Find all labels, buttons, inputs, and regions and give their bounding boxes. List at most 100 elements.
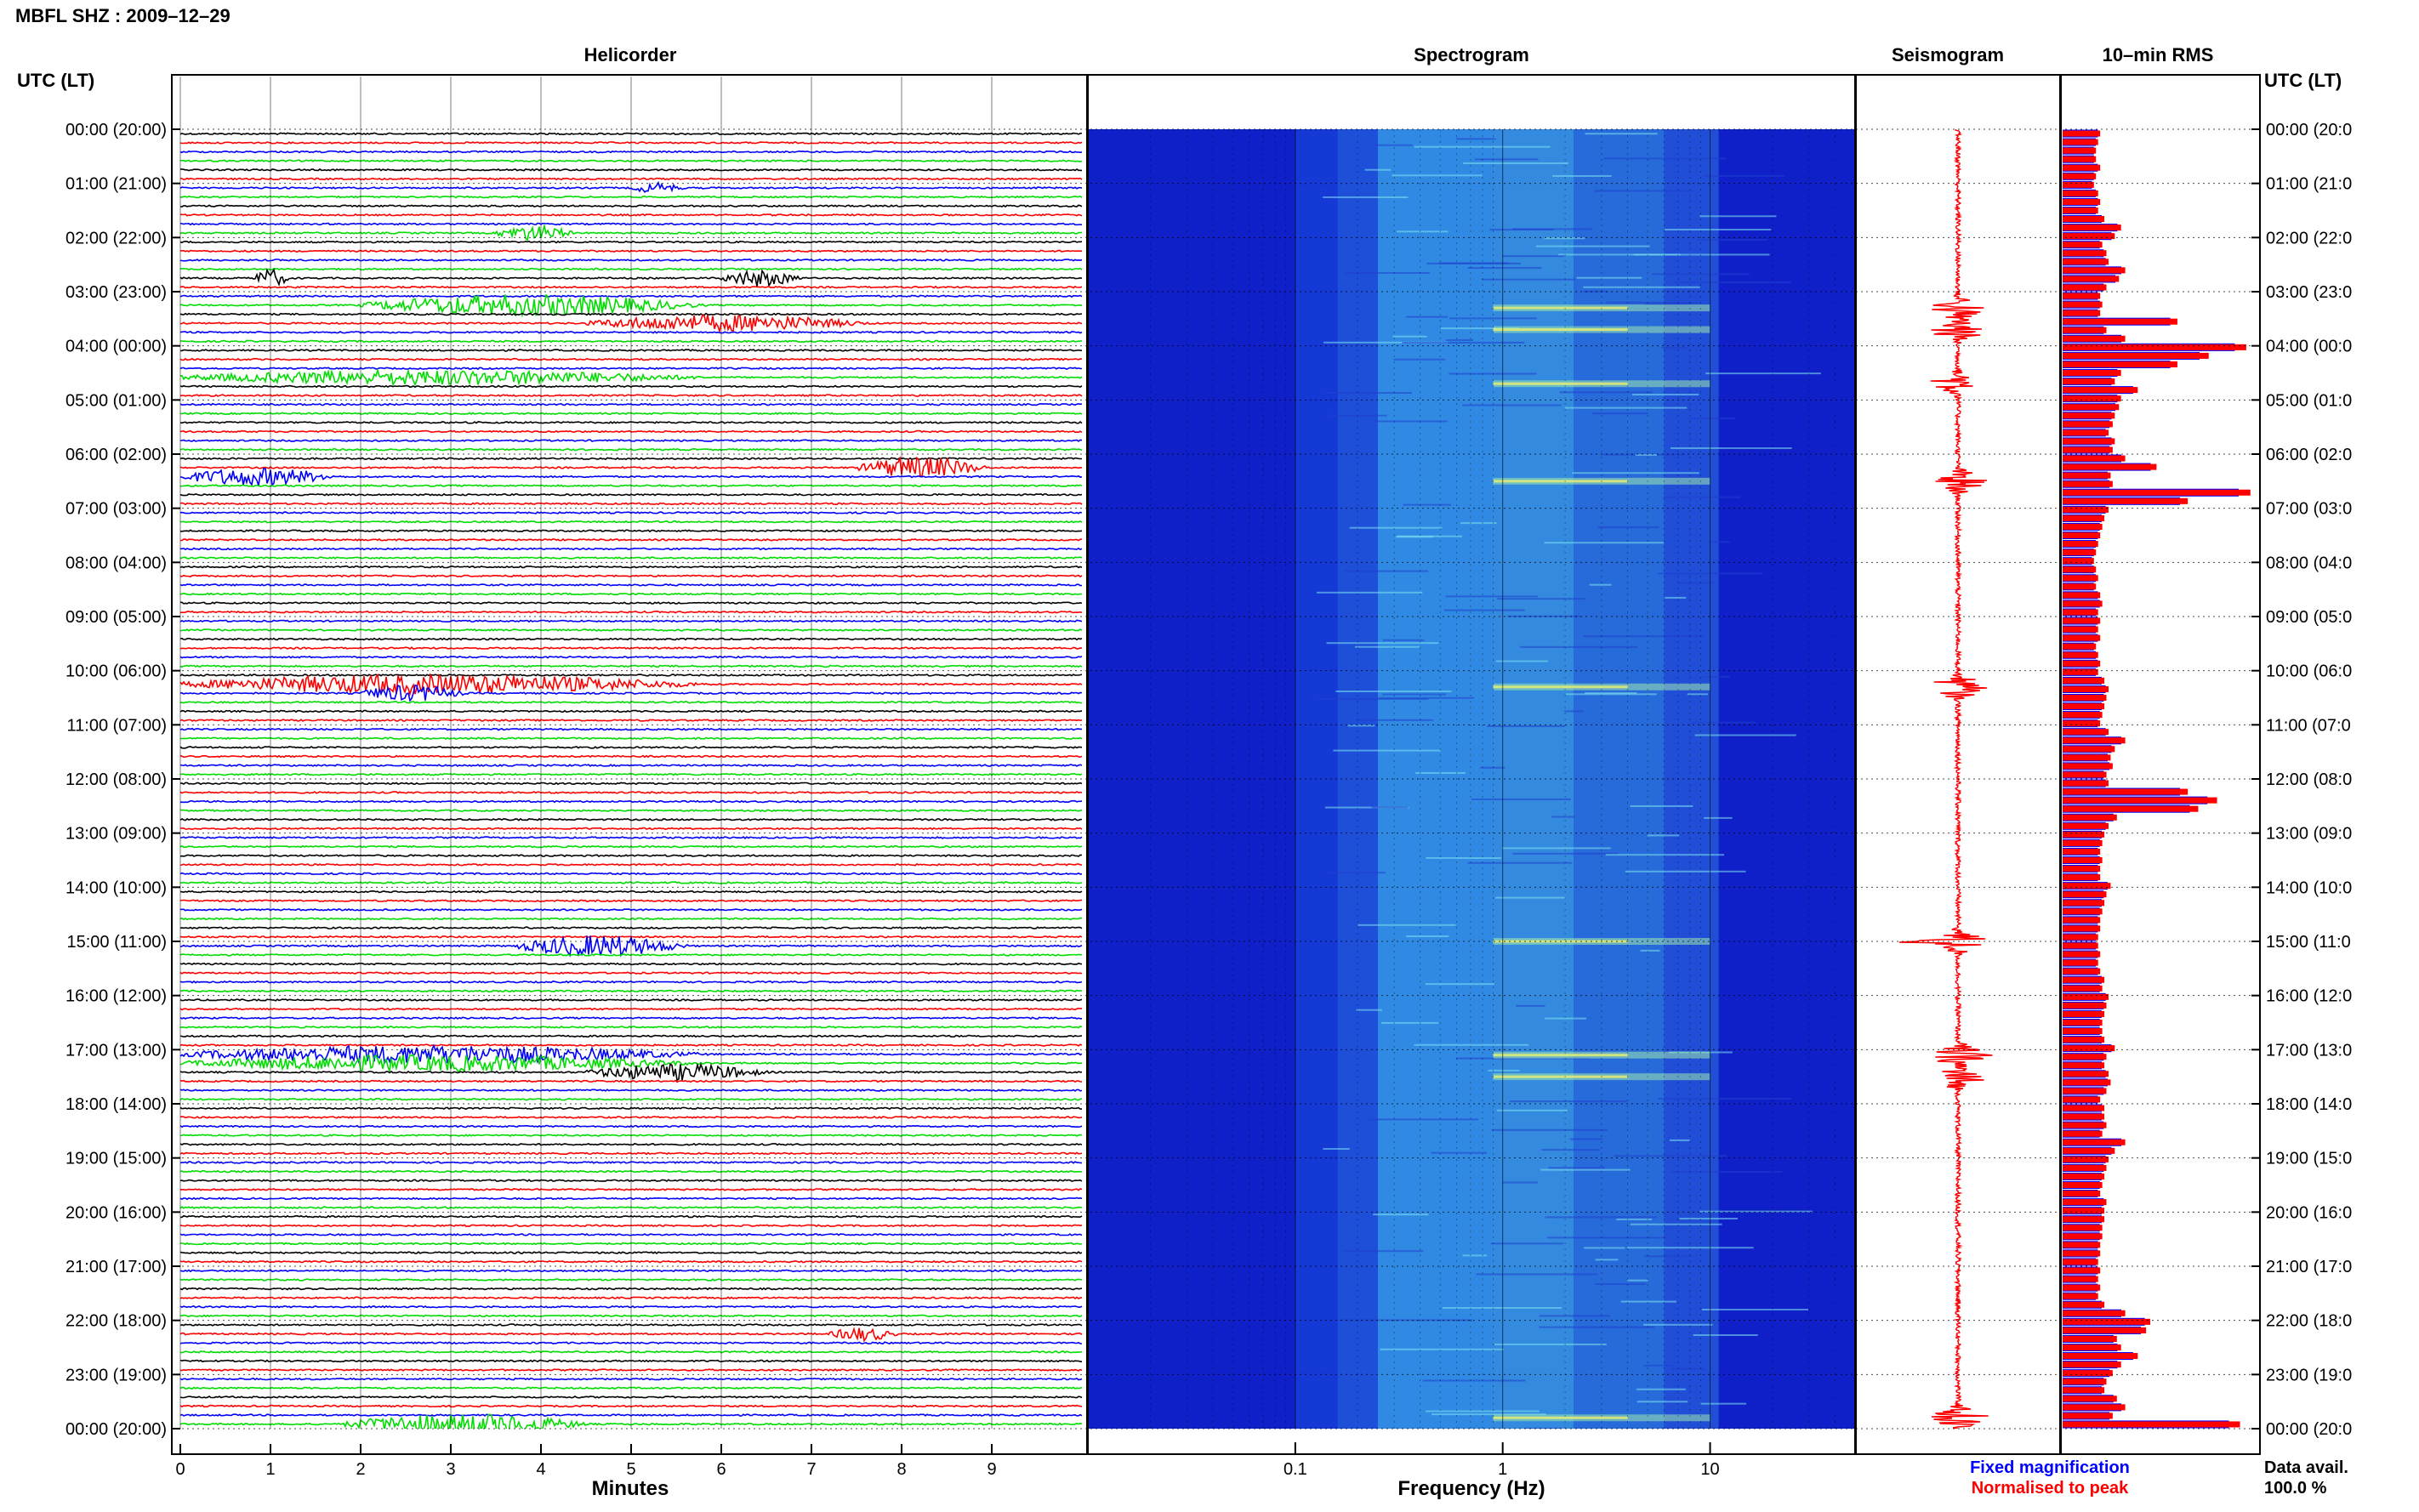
rms-bar-normalised	[2063, 1242, 2101, 1248]
rms-bar-normalised	[2063, 327, 2107, 333]
time-tick-label: 00:00 (20:00)	[65, 1420, 167, 1439]
rms-bar-normalised	[2063, 531, 2101, 539]
minute-tick-label: 7	[806, 1460, 816, 1479]
rms-bar-normalised	[2063, 839, 2103, 846]
rms-bar-normalised	[2063, 1147, 2115, 1154]
time-tick-label: 03:00 (23:00)	[65, 283, 167, 302]
minutes-axis-label: Minutes	[592, 1477, 669, 1500]
rms-bar-normalised	[2063, 609, 2098, 616]
time-tick-label: 14:00 (10:00)	[65, 878, 167, 897]
rms-bar-normalised	[2063, 1181, 2103, 1189]
rms-bar-normalised	[2063, 455, 2126, 462]
data-avail-label: Data avail.	[2264, 1458, 2348, 1477]
rms-bar-normalised	[2063, 634, 2101, 641]
rms-bar-normalised	[2063, 1054, 2107, 1060]
rms-bar-normalised	[2063, 934, 2098, 941]
rms-bar-normalised	[2063, 1071, 2109, 1077]
time-tick-label-right: 15:00 (11:0	[2266, 933, 2351, 952]
time-tick-label-right: 23:00 (19:0	[2266, 1366, 2352, 1384]
time-gridlines	[172, 77, 2260, 1430]
rms-bar-normalised	[2063, 164, 2101, 171]
rms-bar-normalised	[2063, 976, 2105, 983]
rms-bar-normalised	[2063, 318, 2177, 325]
time-tick-label: 18:00 (14:00)	[65, 1095, 167, 1114]
rms-bar-normalised	[2063, 1216, 2105, 1223]
rms-bar-normalised	[2063, 344, 2246, 350]
rms-bar-normalised	[2063, 463, 2157, 470]
time-tick-label-right: 00:00 (20:0	[2266, 1420, 2352, 1439]
time-tick-label-right: 16:00 (12:0	[2266, 987, 2352, 1006]
rms-bar-normalised	[2063, 874, 2101, 881]
rms-bar-normalised	[2063, 685, 2109, 692]
rms-bar-normalised	[2063, 1199, 2107, 1206]
rms-bar-normalised	[2063, 250, 2107, 257]
time-tick-label: 05:00 (01:00)	[65, 391, 167, 410]
seismogram-title: Seismogram	[1892, 44, 2004, 65]
rms-bar-normalised	[2063, 1002, 2107, 1009]
rms-bar-normalised	[2063, 1395, 2117, 1402]
rms-bar-normalised	[2063, 514, 2105, 521]
legend-normalised-to-peak: Normalised to peak	[1972, 1479, 2129, 1498]
time-tick-label-right: 02:00 (22:0	[2266, 229, 2352, 247]
time-tick-label-right: 19:00 (15:0	[2266, 1150, 2352, 1168]
rms-bar-normalised	[2063, 1105, 2105, 1111]
rms-bar-normalised	[2063, 660, 2101, 667]
rms-bar-normalised	[2063, 942, 2098, 949]
time-tick-label: 12:00 (08:00)	[65, 770, 167, 789]
x-axis-ticks: 0 1 2 3 4 5 6 7 8 9 0.1 1 10	[175, 1442, 1720, 1479]
rms-bar-normalised	[2063, 780, 2109, 787]
rms-bar-normalised	[2063, 592, 2101, 599]
time-tick-label: 15:00 (11:00)	[67, 933, 168, 952]
rms-bar-normalised	[2063, 763, 2113, 770]
rms-bar-normalised	[2063, 412, 2115, 419]
time-tick-label: 08:00 (04:00)	[65, 554, 167, 572]
time-tick-label-right: 08:00 (04:0	[2266, 554, 2352, 572]
minute-tick-label: 4	[536, 1460, 545, 1479]
rms-bar-normalised	[2063, 549, 2097, 556]
rms-bar-normalised	[2063, 993, 2109, 1000]
rms-bar-normalised	[2063, 1233, 2103, 1240]
time-tick-label-right: 18:00 (14:0	[2266, 1095, 2352, 1114]
rms-bar-normalised	[2063, 822, 2109, 829]
time-tick-label: 19:00 (15:00)	[65, 1150, 167, 1168]
plot-title: MBFL SHZ : 2009–12–29	[15, 5, 231, 26]
rms-bar-normalised	[2063, 891, 2107, 898]
rms-bar-normalised	[2063, 1344, 2121, 1351]
frequency-tick-label: 0.1	[1283, 1460, 1307, 1479]
rms-bar-normalised	[2063, 1010, 2105, 1017]
spectrogram-title: Spectrogram	[1414, 44, 1529, 65]
rms-bar-normalised	[2063, 908, 2103, 915]
time-tick-label-right: 14:00 (10:0	[2266, 878, 2352, 897]
rms-bar-normalised	[2063, 925, 2101, 932]
rms-title: 10–min RMS	[2103, 44, 2214, 65]
rms-bar-normalised	[2063, 352, 2209, 359]
time-tick-label-right: 20:00 (16:0	[2266, 1203, 2352, 1222]
time-tick-label: 06:00 (02:00)	[65, 446, 167, 464]
time-tick-label-right: 21:00 (17:0	[2266, 1258, 2352, 1276]
rms-bar-normalised	[2063, 523, 2103, 530]
rms-bar-normalised	[2063, 917, 2101, 924]
rms-bar-normalised	[2063, 1378, 2107, 1385]
rms-bar-normalised	[2063, 198, 2101, 205]
rms-bar-normalised	[2063, 1370, 2113, 1377]
rms-bar-normalised	[2063, 1096, 2101, 1103]
time-tick-label: 00:00 (20:00)	[65, 121, 167, 139]
rms-bar-normalised	[2063, 883, 2111, 890]
rms-bar-normalised	[2063, 575, 2098, 582]
rms-bar-normalised	[2063, 404, 2120, 411]
minute-tick-label: 1	[265, 1460, 275, 1479]
rms-bar-normalised	[2063, 1062, 2105, 1069]
rms-bar-normalised	[2063, 181, 2094, 188]
minute-tick-label: 6	[716, 1460, 726, 1479]
time-tick-label-right: 13:00 (09:0	[2266, 825, 2352, 844]
time-tick-label: 20:00 (16:00)	[65, 1203, 167, 1222]
rms-bar-normalised	[2063, 1259, 2098, 1265]
minute-tick-label: 8	[896, 1460, 906, 1479]
rms-bar-normalised	[2063, 1191, 2101, 1197]
rms-bar-normalised	[2063, 1413, 2113, 1419]
minute-tick-label: 9	[987, 1460, 996, 1479]
rms-bar-normalised	[2063, 156, 2097, 162]
rms-bar-normalised	[2063, 703, 2105, 710]
rms-bar-normalised	[2063, 301, 2103, 308]
rms-bar-normalised	[2063, 566, 2097, 573]
